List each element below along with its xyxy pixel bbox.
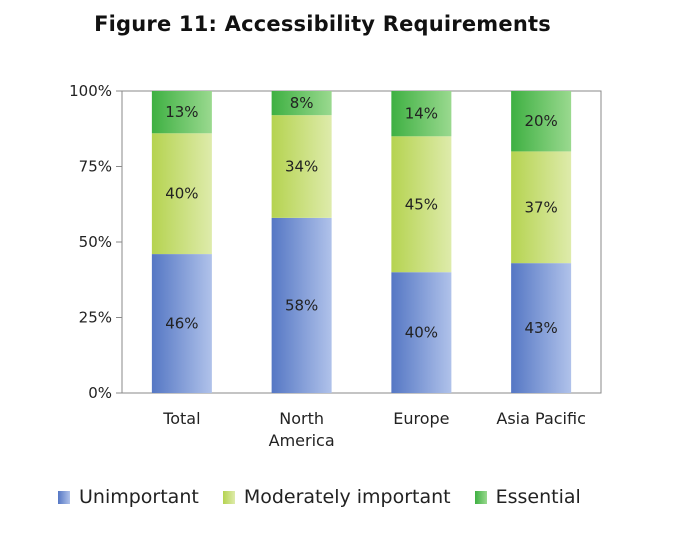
bar-segment (271, 217, 332, 393)
data-label: 13% (165, 103, 198, 121)
legend-item-moderately-important: Moderately important (222, 486, 451, 508)
y-axis: 0% 25% 50% 75% 100% (69, 82, 122, 402)
legend-swatch-moderately-important (222, 490, 235, 504)
bar-segment (391, 272, 452, 393)
category-label: North America (269, 409, 335, 450)
category-label: Europe (393, 409, 449, 428)
bar-segment (151, 254, 212, 393)
stacked-bar-chart: 0% 25% 50% 75% 100% 46% 40% 13% 58% 34% 8% 40% 45% 1… (69, 82, 602, 450)
data-label: 8% (290, 94, 314, 112)
data-label: 34% (285, 158, 318, 176)
category-label: Total (162, 409, 200, 428)
legend-label-moderately-important: Moderately important (243, 486, 451, 508)
bar-segment (511, 151, 572, 264)
y-tick-label: 100% (69, 82, 112, 100)
bar-segment (511, 263, 572, 393)
chart-title: Figure 11: Accessibility Requirements (94, 12, 551, 36)
bar-segment (151, 91, 212, 134)
legend-item-unimportant: Unimportant (58, 486, 199, 508)
bar-segment (271, 91, 332, 116)
data-label: 45% (405, 195, 438, 213)
data-label: 20% (524, 112, 557, 130)
y-tick-label: 0% (88, 384, 112, 402)
bar-segment (391, 136, 452, 273)
data-label: 40% (405, 324, 438, 342)
bar-segment (391, 91, 452, 137)
data-label: 58% (285, 296, 318, 314)
bar-segment (151, 133, 212, 255)
data-label: 40% (165, 185, 198, 203)
legend: Unimportant Moderately important Essenti… (58, 486, 605, 508)
y-tick-label: 50% (79, 233, 112, 251)
legend-swatch-unimportant (58, 490, 70, 504)
legend-item-essential: Essential (474, 486, 581, 508)
y-tick-label: 75% (79, 158, 112, 176)
bar-segment (511, 91, 572, 152)
y-tick-label: 25% (79, 309, 112, 327)
legend-label-unimportant: Unimportant (79, 486, 199, 508)
bar-segment (271, 115, 332, 218)
data-label: 43% (524, 319, 557, 337)
bars: 46% 40% 13% 58% 34% 8% 40% 45% 14% 43% 37% 20% (151, 91, 572, 393)
legend-label-essential: Essential (495, 486, 581, 508)
category-label: Asia Pacific (496, 409, 585, 428)
data-label: 37% (524, 198, 557, 216)
x-axis: Total North America Europe Asia Pacific (162, 409, 586, 450)
legend-swatch-essential (474, 490, 487, 504)
data-label: 14% (405, 105, 438, 123)
data-label: 46% (165, 315, 198, 333)
